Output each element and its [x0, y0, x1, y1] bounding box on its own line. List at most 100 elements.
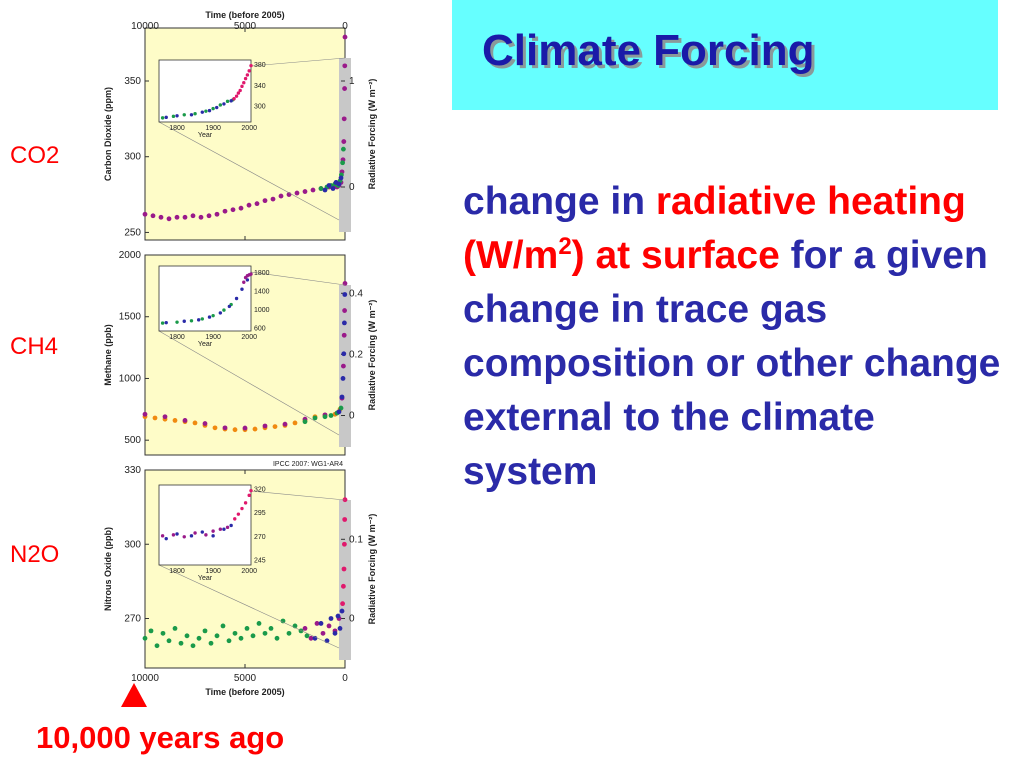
- data-point: [320, 630, 326, 636]
- inset-connector: [250, 490, 346, 501]
- data-point: [196, 635, 202, 641]
- inset-data-point: [247, 493, 251, 498]
- inset-x-axis-title: Year: [198, 132, 213, 139]
- data-point: [166, 638, 172, 644]
- inset-data-point: [182, 535, 186, 539]
- inset-data-point: [236, 512, 241, 516]
- inset-data-point: [204, 109, 208, 113]
- data-point: [252, 426, 258, 432]
- data-point: [330, 186, 336, 191]
- data-point: [232, 630, 238, 636]
- data-point: [238, 635, 244, 641]
- data-point: [340, 601, 345, 607]
- inset-connector: [250, 57, 346, 67]
- data-point: [212, 425, 218, 431]
- inset-y-tick-label: 380: [254, 62, 266, 69]
- data-point: [302, 626, 308, 631]
- inset-data-point: [200, 530, 204, 534]
- inset-x-tick-label: 1900: [205, 125, 221, 132]
- data-point: [190, 213, 196, 219]
- data-point: [341, 139, 347, 144]
- data-point: [332, 630, 338, 636]
- data-point: [232, 427, 238, 433]
- data-point: [222, 425, 228, 431]
- inset-x-tick-label: 1900: [205, 334, 221, 341]
- inset-data-point: [182, 319, 186, 323]
- x-tick-label: 10000: [131, 21, 159, 32]
- inset-connector: [158, 121, 340, 221]
- y-tick-label: 330: [124, 465, 141, 476]
- data-point: [286, 630, 292, 636]
- data-point: [326, 183, 332, 188]
- data-point: [336, 409, 342, 415]
- inset-x-tick-label: 2000: [241, 125, 257, 132]
- data-point: [190, 643, 196, 649]
- y2-axis-title: Radiative Forcing (W m⁻²): [367, 79, 377, 190]
- inset-data-point: [225, 99, 230, 104]
- data-point: [304, 633, 310, 639]
- inset-data-point: [200, 317, 204, 321]
- y2-tick-label: 0: [349, 614, 355, 625]
- data-point: [152, 415, 158, 421]
- inset-data-point: [164, 536, 168, 541]
- x-tick-label: 5000: [234, 673, 257, 684]
- data-point: [302, 189, 308, 194]
- data-point: [341, 116, 347, 122]
- y2-axis-title: Radiative Forcing (W m⁻²): [367, 514, 377, 625]
- data-point: [298, 628, 304, 634]
- data-point: [214, 211, 220, 217]
- inset-data-point: [222, 308, 226, 312]
- data-point: [310, 187, 316, 193]
- data-point: [339, 394, 345, 400]
- x-tick-label: 5000: [234, 21, 257, 32]
- data-point: [270, 196, 276, 202]
- data-point: [338, 175, 344, 181]
- data-point: [336, 181, 342, 187]
- inset-data-point: [182, 113, 186, 117]
- data-point: [341, 332, 347, 338]
- data-point: [142, 635, 148, 641]
- inset-data-point: [175, 320, 179, 324]
- data-point: [342, 280, 348, 286]
- data-point: [322, 187, 328, 193]
- inset-y-tick-label: 340: [254, 83, 266, 90]
- inset-data-point: [238, 88, 242, 93]
- data-point: [340, 160, 345, 166]
- recent-period-band: [339, 58, 351, 232]
- y-axis-title: Carbon Dioxide (ppm): [103, 87, 113, 181]
- inset-data-point: [164, 115, 168, 120]
- inset-data-point: [189, 319, 194, 323]
- data-point: [341, 363, 346, 369]
- inset-data-point: [196, 318, 201, 322]
- data-point: [342, 86, 347, 91]
- inset-data-point: [245, 73, 250, 77]
- y2-tick-label: 0: [349, 182, 355, 193]
- y-tick-label: 300: [124, 152, 141, 163]
- inset-data-point: [189, 534, 194, 538]
- ghg-charts: 250 300 350 Carbon Dioxide (ppm) 0 1 Radiative…: [103, 10, 377, 697]
- data-point: [226, 638, 232, 644]
- data-point: [342, 517, 348, 522]
- data-point: [308, 635, 314, 641]
- y-tick-label: 350: [124, 76, 141, 87]
- data-point: [326, 623, 332, 629]
- data-point: [341, 566, 347, 572]
- inset-data-point: [193, 112, 197, 116]
- data-point: [202, 421, 208, 426]
- y-axis-title: Methane (ppb): [103, 324, 113, 386]
- inset-data-point: [189, 113, 194, 117]
- y-tick-label: 1000: [119, 373, 142, 384]
- x-axis-title: Time (before 2005): [205, 10, 284, 20]
- inset-data-point: [249, 272, 253, 276]
- x-tick-label: 10000: [131, 673, 159, 684]
- inset-x-tick-label: 2000: [241, 568, 257, 575]
- data-point: [242, 425, 248, 431]
- inset-y-tick-label: 295: [254, 510, 266, 517]
- inset-data-point: [175, 114, 179, 118]
- figure-credit: IPCC 2007: WG1-AR4: [273, 461, 343, 468]
- data-point: [254, 201, 260, 207]
- inset-data-point: [218, 311, 223, 315]
- data-point: [341, 146, 346, 152]
- data-point: [256, 621, 262, 626]
- inset-data-point: [222, 102, 226, 106]
